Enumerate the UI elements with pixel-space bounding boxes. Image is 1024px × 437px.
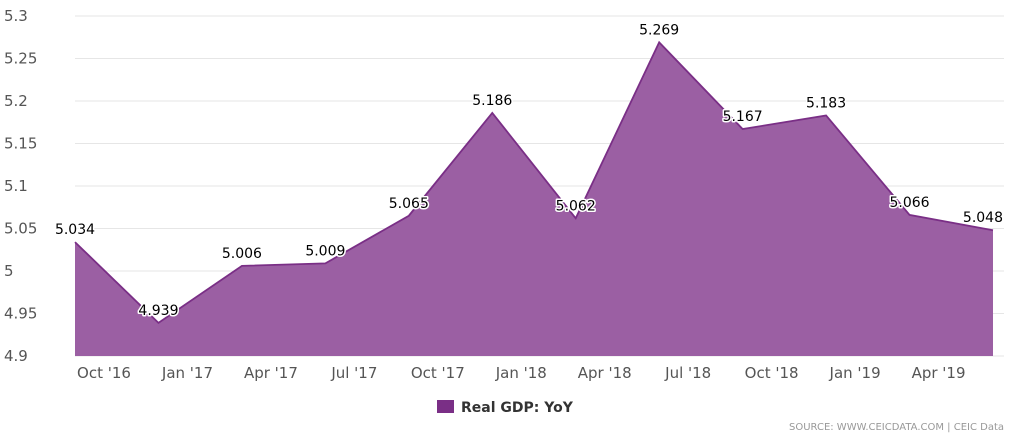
- data-point[interactable]: [907, 212, 913, 218]
- data-point[interactable]: [406, 213, 412, 219]
- legend-swatch[interactable]: [437, 400, 454, 413]
- x-tick-label: Apr '18: [578, 364, 632, 382]
- y-tick-label: 4.95: [4, 305, 37, 323]
- x-tick-label: Jan '17: [161, 364, 213, 382]
- data-point[interactable]: [573, 215, 579, 221]
- data-point[interactable]: [990, 227, 996, 233]
- y-tick-label: 5.15: [4, 135, 37, 153]
- data-label: 5.186: [472, 93, 512, 109]
- data-label: 5.065: [389, 196, 429, 212]
- data-label: 5.066: [889, 195, 929, 211]
- data-label: 4.939: [138, 303, 178, 319]
- data-point[interactable]: [155, 320, 161, 326]
- data-label: 5.006: [222, 246, 262, 262]
- source-credit: SOURCE: WWW.CEICDATA.COM | CEIC Data: [789, 422, 1004, 433]
- data-point[interactable]: [322, 260, 328, 266]
- x-tick-label: Jan '19: [829, 364, 881, 382]
- x-tick-label: Oct '16: [77, 364, 131, 382]
- plot-area: [72, 39, 996, 356]
- data-point[interactable]: [823, 112, 829, 118]
- data-point[interactable]: [239, 263, 245, 269]
- y-tick-label: 5.1: [4, 177, 28, 195]
- data-label: 5.183: [806, 95, 846, 111]
- data-label: 5.034: [55, 222, 95, 238]
- data-label: 5.009: [305, 243, 345, 259]
- data-label: 5.269: [639, 22, 679, 38]
- x-tick-label: Oct '17: [411, 364, 465, 382]
- legend[interactable]: Real GDP: YoY: [437, 400, 574, 416]
- y-tick-label: 5: [4, 262, 14, 280]
- area-fill: [75, 42, 993, 356]
- y-axis: 4.9 4.95 5 5.05 5.1 5.15 5.2 5.25 5.3: [4, 7, 37, 365]
- y-tick-label: 5.25: [4, 50, 37, 68]
- data-point[interactable]: [72, 239, 78, 245]
- y-tick-label: 5.2: [4, 92, 28, 110]
- x-tick-label: Jan '18: [495, 364, 547, 382]
- x-tick-label: Apr '17: [244, 364, 298, 382]
- x-tick-label: Jul '18: [664, 364, 711, 382]
- data-point[interactable]: [489, 110, 495, 116]
- data-point[interactable]: [656, 39, 662, 45]
- data-label: 5.167: [723, 109, 763, 125]
- legend-label[interactable]: Real GDP: YoY: [461, 400, 574, 416]
- y-tick-label: 5.3: [4, 7, 28, 25]
- y-tick-label: 5.05: [4, 220, 37, 238]
- data-label: 5.062: [556, 198, 596, 214]
- x-axis: Oct '16 Jan '17 Apr '17 Jul '17 Oct '17 Jan '…: [77, 364, 965, 382]
- data-label: 5.048: [963, 210, 1003, 226]
- x-tick-label: Jul '17: [330, 364, 377, 382]
- x-tick-label: Oct '18: [745, 364, 799, 382]
- series-line: [74, 40, 994, 325]
- x-tick-label: Apr '19: [912, 364, 966, 382]
- y-tick-label: 4.9: [4, 347, 28, 365]
- data-point[interactable]: [740, 126, 746, 132]
- data-labels: 5.034 4.939 5.006 5.009 5.065 5.186 5.062 5.269…: [53, 21, 1004, 321]
